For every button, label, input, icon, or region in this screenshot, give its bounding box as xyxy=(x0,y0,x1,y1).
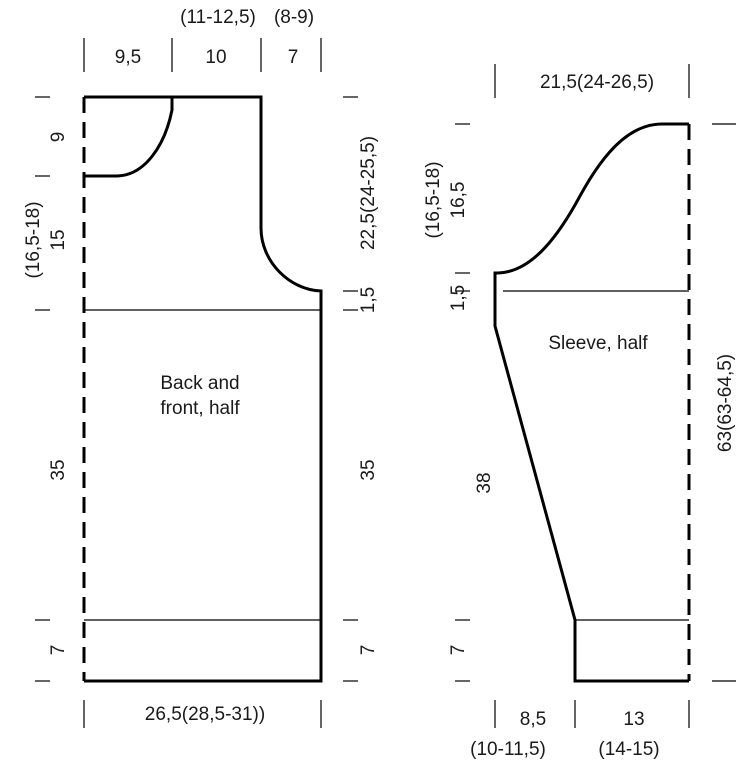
body-right-body: 35 xyxy=(358,459,379,480)
sleeve-bottom-right-sub: (14-15) xyxy=(598,739,659,760)
sleeve-top-width: 21,5(24-26,5) xyxy=(540,72,654,93)
body-left-neck-depth: 9 xyxy=(48,132,69,143)
body-left-rib: 7 xyxy=(48,645,69,656)
sleeve-right-total: 63(63-64,5) xyxy=(715,354,736,452)
body-right-small: 1,5 xyxy=(358,287,379,313)
body-left-body: 35 xyxy=(48,459,69,480)
sleeve-bottom-left-sub: (10-11,5) xyxy=(470,739,546,760)
sleeve-left-cap-line1: (16,5-18) xyxy=(423,161,444,238)
body-outline xyxy=(84,95,323,683)
body-top-group-label-2: (8-9) xyxy=(274,7,314,28)
body-left-armhole-line2: 15 xyxy=(48,229,69,250)
sleeve-left-length: 38 xyxy=(474,472,495,493)
body-top-segment-3: 7 xyxy=(288,47,299,68)
body-top-group-label: (11-12,5) xyxy=(180,7,256,28)
body-top-segment-2: 10 xyxy=(205,47,226,68)
sleeve-piece: 21,5(24-26,5) (16,5-18) 16,5 1,5 38 7 63… xyxy=(423,64,736,760)
body-piece: (11-12,5) (8-9) 9,5 10 7 9 (16,5-18) 15 … xyxy=(23,7,379,728)
body-piece-label-line1: Back and xyxy=(160,373,239,394)
body-bottom-width: 26,5(28,5-31)) xyxy=(145,704,265,725)
body-right-armhole: 22,5(24-25,5) xyxy=(358,136,379,250)
sleeve-left-small: 1,5 xyxy=(448,285,469,311)
body-right-rib: 7 xyxy=(358,645,379,656)
body-top-segment-1: 9,5 xyxy=(115,47,141,68)
sleeve-outline xyxy=(493,122,689,683)
sleeve-piece-label: Sleeve, half xyxy=(548,333,648,354)
sleeve-bottom-right: 13 xyxy=(623,709,644,730)
body-left-armhole-line1: (16,5-18) xyxy=(23,201,44,278)
body-piece-label-line2: front, half xyxy=(160,398,240,419)
sleeve-bottom-left: 8,5 xyxy=(520,709,546,730)
sleeve-left-cap-line2: 16,5 xyxy=(448,182,469,219)
sleeve-left-rib: 7 xyxy=(448,645,469,656)
